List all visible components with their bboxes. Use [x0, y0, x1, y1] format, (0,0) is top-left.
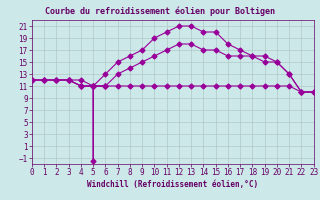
X-axis label: Windchill (Refroidissement éolien,°C): Windchill (Refroidissement éolien,°C) [87, 180, 258, 189]
Text: Courbe du refroidissement éolien pour Boltigen: Courbe du refroidissement éolien pour Bo… [45, 6, 275, 16]
